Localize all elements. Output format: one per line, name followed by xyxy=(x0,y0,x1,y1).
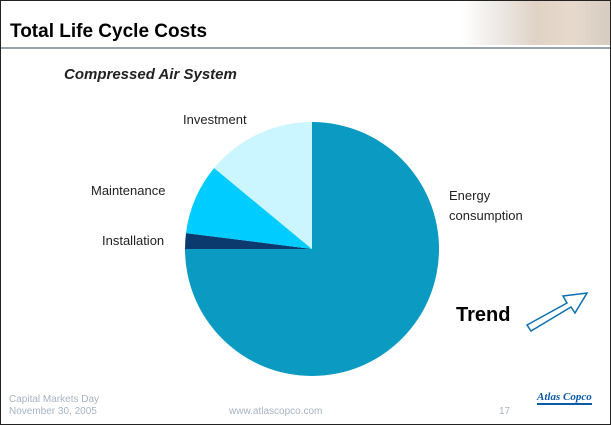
slice-label: Investment xyxy=(183,112,247,127)
slice-label: Maintenance xyxy=(91,183,165,198)
page-number: 17 xyxy=(499,406,510,417)
logo: Atlas Copco xyxy=(537,391,592,405)
slice-label: Energy consumption xyxy=(449,186,544,226)
trend-label: Trend xyxy=(456,304,510,327)
slice-label: Installation xyxy=(102,233,164,248)
footer-date: November 30, 2005 xyxy=(9,406,97,417)
slide: Total Life Cycle Costs Compressed Air Sy… xyxy=(0,0,611,425)
trend-arrow xyxy=(523,283,593,333)
footer-event: Capital Markets Day xyxy=(9,394,99,405)
footer-url: www.atlascopco.com xyxy=(229,406,322,417)
